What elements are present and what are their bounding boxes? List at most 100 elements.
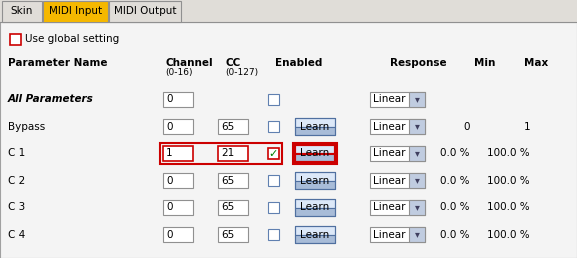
Bar bbox=[409, 227, 425, 242]
Bar bbox=[370, 92, 425, 107]
Text: 0: 0 bbox=[463, 122, 470, 132]
Bar bbox=[2, 1, 42, 22]
Text: Min: Min bbox=[474, 58, 495, 68]
Bar bbox=[370, 173, 425, 188]
Text: 0.0 %: 0.0 % bbox=[440, 230, 470, 239]
Text: MIDI Output: MIDI Output bbox=[114, 6, 176, 16]
Text: (0-127): (0-127) bbox=[225, 68, 258, 77]
Bar bbox=[163, 227, 193, 242]
Text: 65: 65 bbox=[221, 122, 234, 132]
Bar bbox=[218, 173, 248, 188]
Text: 100.0 %: 100.0 % bbox=[488, 175, 530, 186]
Bar bbox=[295, 235, 335, 243]
Bar bbox=[295, 118, 335, 135]
Text: 100.0 %: 100.0 % bbox=[488, 203, 530, 213]
Text: Max: Max bbox=[524, 58, 548, 68]
Bar bbox=[409, 173, 425, 188]
Text: 100.0 %: 100.0 % bbox=[488, 230, 530, 239]
Bar bbox=[295, 154, 335, 162]
Bar bbox=[218, 200, 248, 215]
Text: Linear: Linear bbox=[373, 175, 406, 186]
Bar bbox=[409, 146, 425, 161]
Bar bbox=[163, 146, 193, 161]
Bar bbox=[163, 173, 193, 188]
Bar bbox=[160, 143, 282, 164]
Bar bbox=[0, 0, 577, 22]
Bar bbox=[409, 92, 425, 107]
Bar bbox=[409, 200, 425, 215]
Text: Parameter Name: Parameter Name bbox=[8, 58, 107, 68]
Bar bbox=[218, 119, 248, 134]
Text: C 4: C 4 bbox=[8, 230, 25, 239]
Bar bbox=[295, 145, 335, 162]
Bar bbox=[295, 199, 335, 216]
Text: 0: 0 bbox=[166, 175, 173, 186]
Text: All Parameters: All Parameters bbox=[8, 94, 93, 104]
Bar bbox=[370, 227, 425, 242]
Text: Learn: Learn bbox=[301, 175, 329, 186]
Text: Learn: Learn bbox=[301, 149, 329, 158]
Text: Linear: Linear bbox=[373, 230, 406, 239]
Bar bbox=[44, 21, 107, 22]
Bar bbox=[218, 227, 248, 242]
Bar bbox=[268, 175, 279, 186]
Text: Linear: Linear bbox=[373, 149, 406, 158]
Text: 0: 0 bbox=[166, 94, 173, 104]
Text: 1: 1 bbox=[166, 149, 173, 158]
Bar bbox=[295, 145, 335, 154]
Text: 0.0 %: 0.0 % bbox=[440, 203, 470, 213]
Text: Learn: Learn bbox=[301, 122, 329, 132]
Text: MIDI Input: MIDI Input bbox=[49, 6, 102, 16]
Text: Learn: Learn bbox=[301, 230, 329, 239]
Bar bbox=[295, 226, 335, 243]
Text: ▾: ▾ bbox=[414, 175, 419, 186]
Text: Learn: Learn bbox=[301, 203, 329, 213]
Bar bbox=[409, 119, 425, 134]
Text: 0.0 %: 0.0 % bbox=[440, 175, 470, 186]
Bar bbox=[10, 34, 21, 45]
Text: ▾: ▾ bbox=[414, 122, 419, 132]
Bar bbox=[295, 207, 335, 216]
Text: 65: 65 bbox=[221, 230, 234, 239]
Text: 0: 0 bbox=[166, 203, 173, 213]
Text: 65: 65 bbox=[221, 203, 234, 213]
Text: 0: 0 bbox=[166, 230, 173, 239]
Text: 100.0 %: 100.0 % bbox=[488, 149, 530, 158]
Text: Bypass: Bypass bbox=[8, 122, 45, 132]
Text: Use global setting: Use global setting bbox=[25, 35, 119, 44]
Text: (0-16): (0-16) bbox=[165, 68, 193, 77]
Text: C 1: C 1 bbox=[8, 149, 25, 158]
Bar bbox=[163, 200, 193, 215]
Bar bbox=[295, 172, 335, 181]
Text: ▾: ▾ bbox=[414, 230, 419, 239]
Bar bbox=[295, 181, 335, 189]
Bar bbox=[43, 1, 108, 22]
Bar bbox=[109, 1, 181, 22]
Text: C 3: C 3 bbox=[8, 203, 25, 213]
Text: Skin: Skin bbox=[11, 6, 33, 16]
Text: 1: 1 bbox=[523, 122, 530, 132]
Bar bbox=[163, 92, 193, 107]
Bar bbox=[295, 118, 335, 126]
Bar bbox=[370, 119, 425, 134]
Text: Enabled: Enabled bbox=[275, 58, 323, 68]
Bar bbox=[370, 146, 425, 161]
Bar bbox=[268, 148, 279, 159]
Text: ▾: ▾ bbox=[414, 203, 419, 213]
Bar bbox=[370, 200, 425, 215]
Text: Channel: Channel bbox=[165, 58, 213, 68]
Bar bbox=[293, 143, 337, 164]
Text: ✓: ✓ bbox=[269, 149, 278, 158]
Text: 65: 65 bbox=[221, 175, 234, 186]
Bar bbox=[295, 172, 335, 189]
Text: 21: 21 bbox=[221, 149, 234, 158]
Text: 0: 0 bbox=[166, 122, 173, 132]
Text: ▾: ▾ bbox=[414, 149, 419, 158]
Bar bbox=[268, 121, 279, 132]
Text: C 2: C 2 bbox=[8, 175, 25, 186]
Text: ▾: ▾ bbox=[414, 94, 419, 104]
Bar bbox=[295, 199, 335, 207]
Bar bbox=[218, 146, 248, 161]
Bar bbox=[295, 226, 335, 235]
Text: CC: CC bbox=[225, 58, 240, 68]
